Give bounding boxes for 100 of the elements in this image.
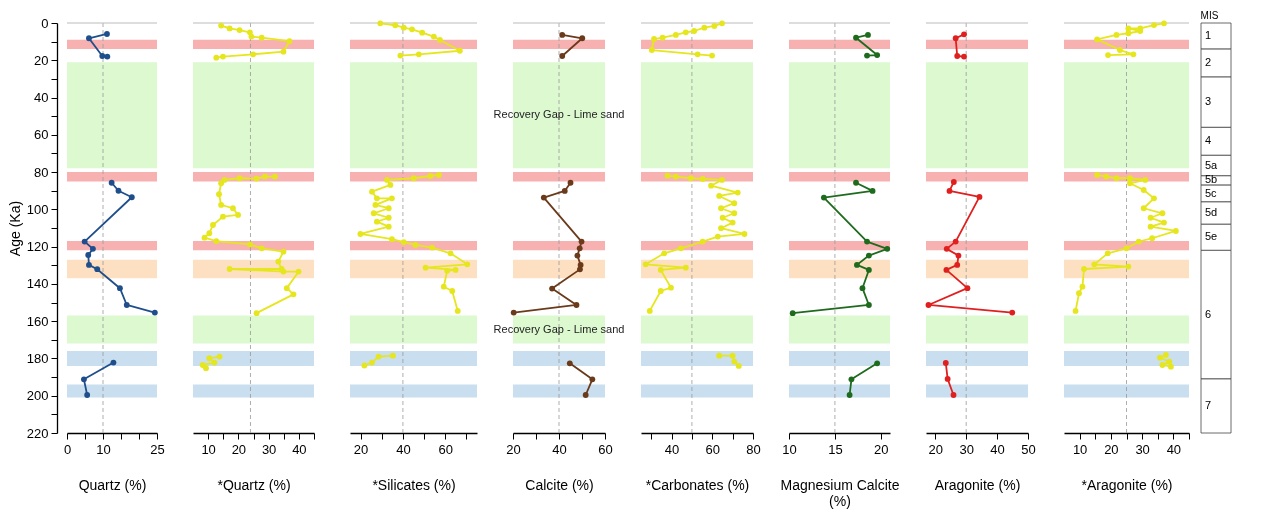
point (151, 309, 158, 316)
y-tick-label: 220 (26, 425, 49, 441)
y-tick-label: 120 (26, 239, 49, 255)
point (412, 242, 419, 248)
point (90, 245, 96, 252)
point (589, 376, 596, 383)
point (283, 285, 290, 292)
point (955, 252, 962, 259)
x-axis-title: Aragonite (%) (934, 476, 1021, 493)
x-tick-label: 30 (261, 441, 277, 457)
point (387, 182, 394, 188)
point (943, 245, 950, 252)
point (203, 365, 209, 372)
point (952, 238, 959, 245)
point (741, 231, 748, 237)
point (117, 285, 123, 292)
point (369, 188, 375, 195)
point (1103, 173, 1110, 180)
x-tick-label: 40 (990, 441, 1005, 457)
point (664, 172, 671, 179)
point (661, 250, 668, 257)
point (1091, 261, 1098, 268)
point (1167, 363, 1174, 370)
point (1079, 283, 1086, 290)
point (718, 225, 724, 232)
x-tick-label: 80 (746, 441, 761, 457)
point (576, 245, 583, 252)
x-tick-label: 20 (1104, 441, 1119, 457)
point (952, 35, 959, 42)
series-label: 4 (1205, 134, 1212, 147)
point (1140, 187, 1147, 193)
point (390, 352, 396, 359)
point (246, 241, 253, 248)
point (682, 264, 689, 271)
x-tick-label: 60 (705, 441, 721, 457)
point (731, 358, 738, 365)
y-tick-label: 0 (41, 15, 49, 31)
point (290, 291, 297, 298)
point (384, 177, 390, 183)
band-label: Recovery Gap - Lime sand (493, 108, 625, 121)
point (1166, 358, 1173, 365)
point (427, 173, 434, 179)
point (1162, 352, 1169, 358)
point (561, 188, 568, 194)
series-label: 2 (1205, 56, 1212, 69)
point (385, 214, 392, 221)
point (789, 310, 796, 317)
point (388, 236, 395, 243)
point (964, 285, 971, 292)
point (370, 210, 377, 217)
point (422, 264, 429, 271)
point (716, 352, 723, 359)
point (1123, 245, 1130, 252)
point (731, 210, 738, 217)
point (81, 238, 88, 245)
point (216, 353, 223, 360)
x-tick-label: 15 (828, 441, 843, 457)
point (925, 302, 932, 308)
point (206, 355, 213, 362)
point (206, 230, 213, 237)
point (429, 244, 436, 251)
point (729, 219, 736, 226)
point (1009, 309, 1016, 316)
y-tick-label: 180 (26, 350, 49, 366)
point (582, 392, 589, 398)
point (440, 283, 447, 290)
point (657, 288, 664, 294)
series-label: 6 (1205, 307, 1212, 320)
point (218, 201, 225, 208)
point (369, 359, 375, 366)
point (104, 53, 111, 60)
x-tick-label: 20 (928, 441, 944, 457)
point (950, 179, 957, 185)
point (108, 179, 115, 186)
x-tick-label: 0 (63, 441, 72, 457)
x-tick-label: 10 (782, 441, 797, 457)
point (81, 376, 87, 383)
point (678, 245, 684, 252)
point (865, 32, 871, 38)
point (449, 288, 456, 294)
point (1127, 180, 1133, 187)
point (1147, 214, 1154, 221)
x-tick-label: 10 (1072, 441, 1088, 457)
point (884, 245, 891, 252)
point (444, 267, 451, 274)
point (388, 195, 395, 202)
x-tick-label: 20 (231, 441, 247, 457)
x-tick-label: 20 (874, 441, 889, 457)
point (573, 302, 580, 308)
point (853, 34, 859, 41)
point (642, 261, 649, 268)
x-tick-label: 25 (150, 441, 165, 457)
point (280, 248, 287, 255)
point (699, 238, 706, 245)
point (213, 238, 220, 244)
point (1161, 219, 1167, 226)
x-tick-label: 40 (1166, 441, 1182, 457)
point (729, 352, 736, 359)
point (272, 173, 278, 180)
point (454, 308, 461, 314)
